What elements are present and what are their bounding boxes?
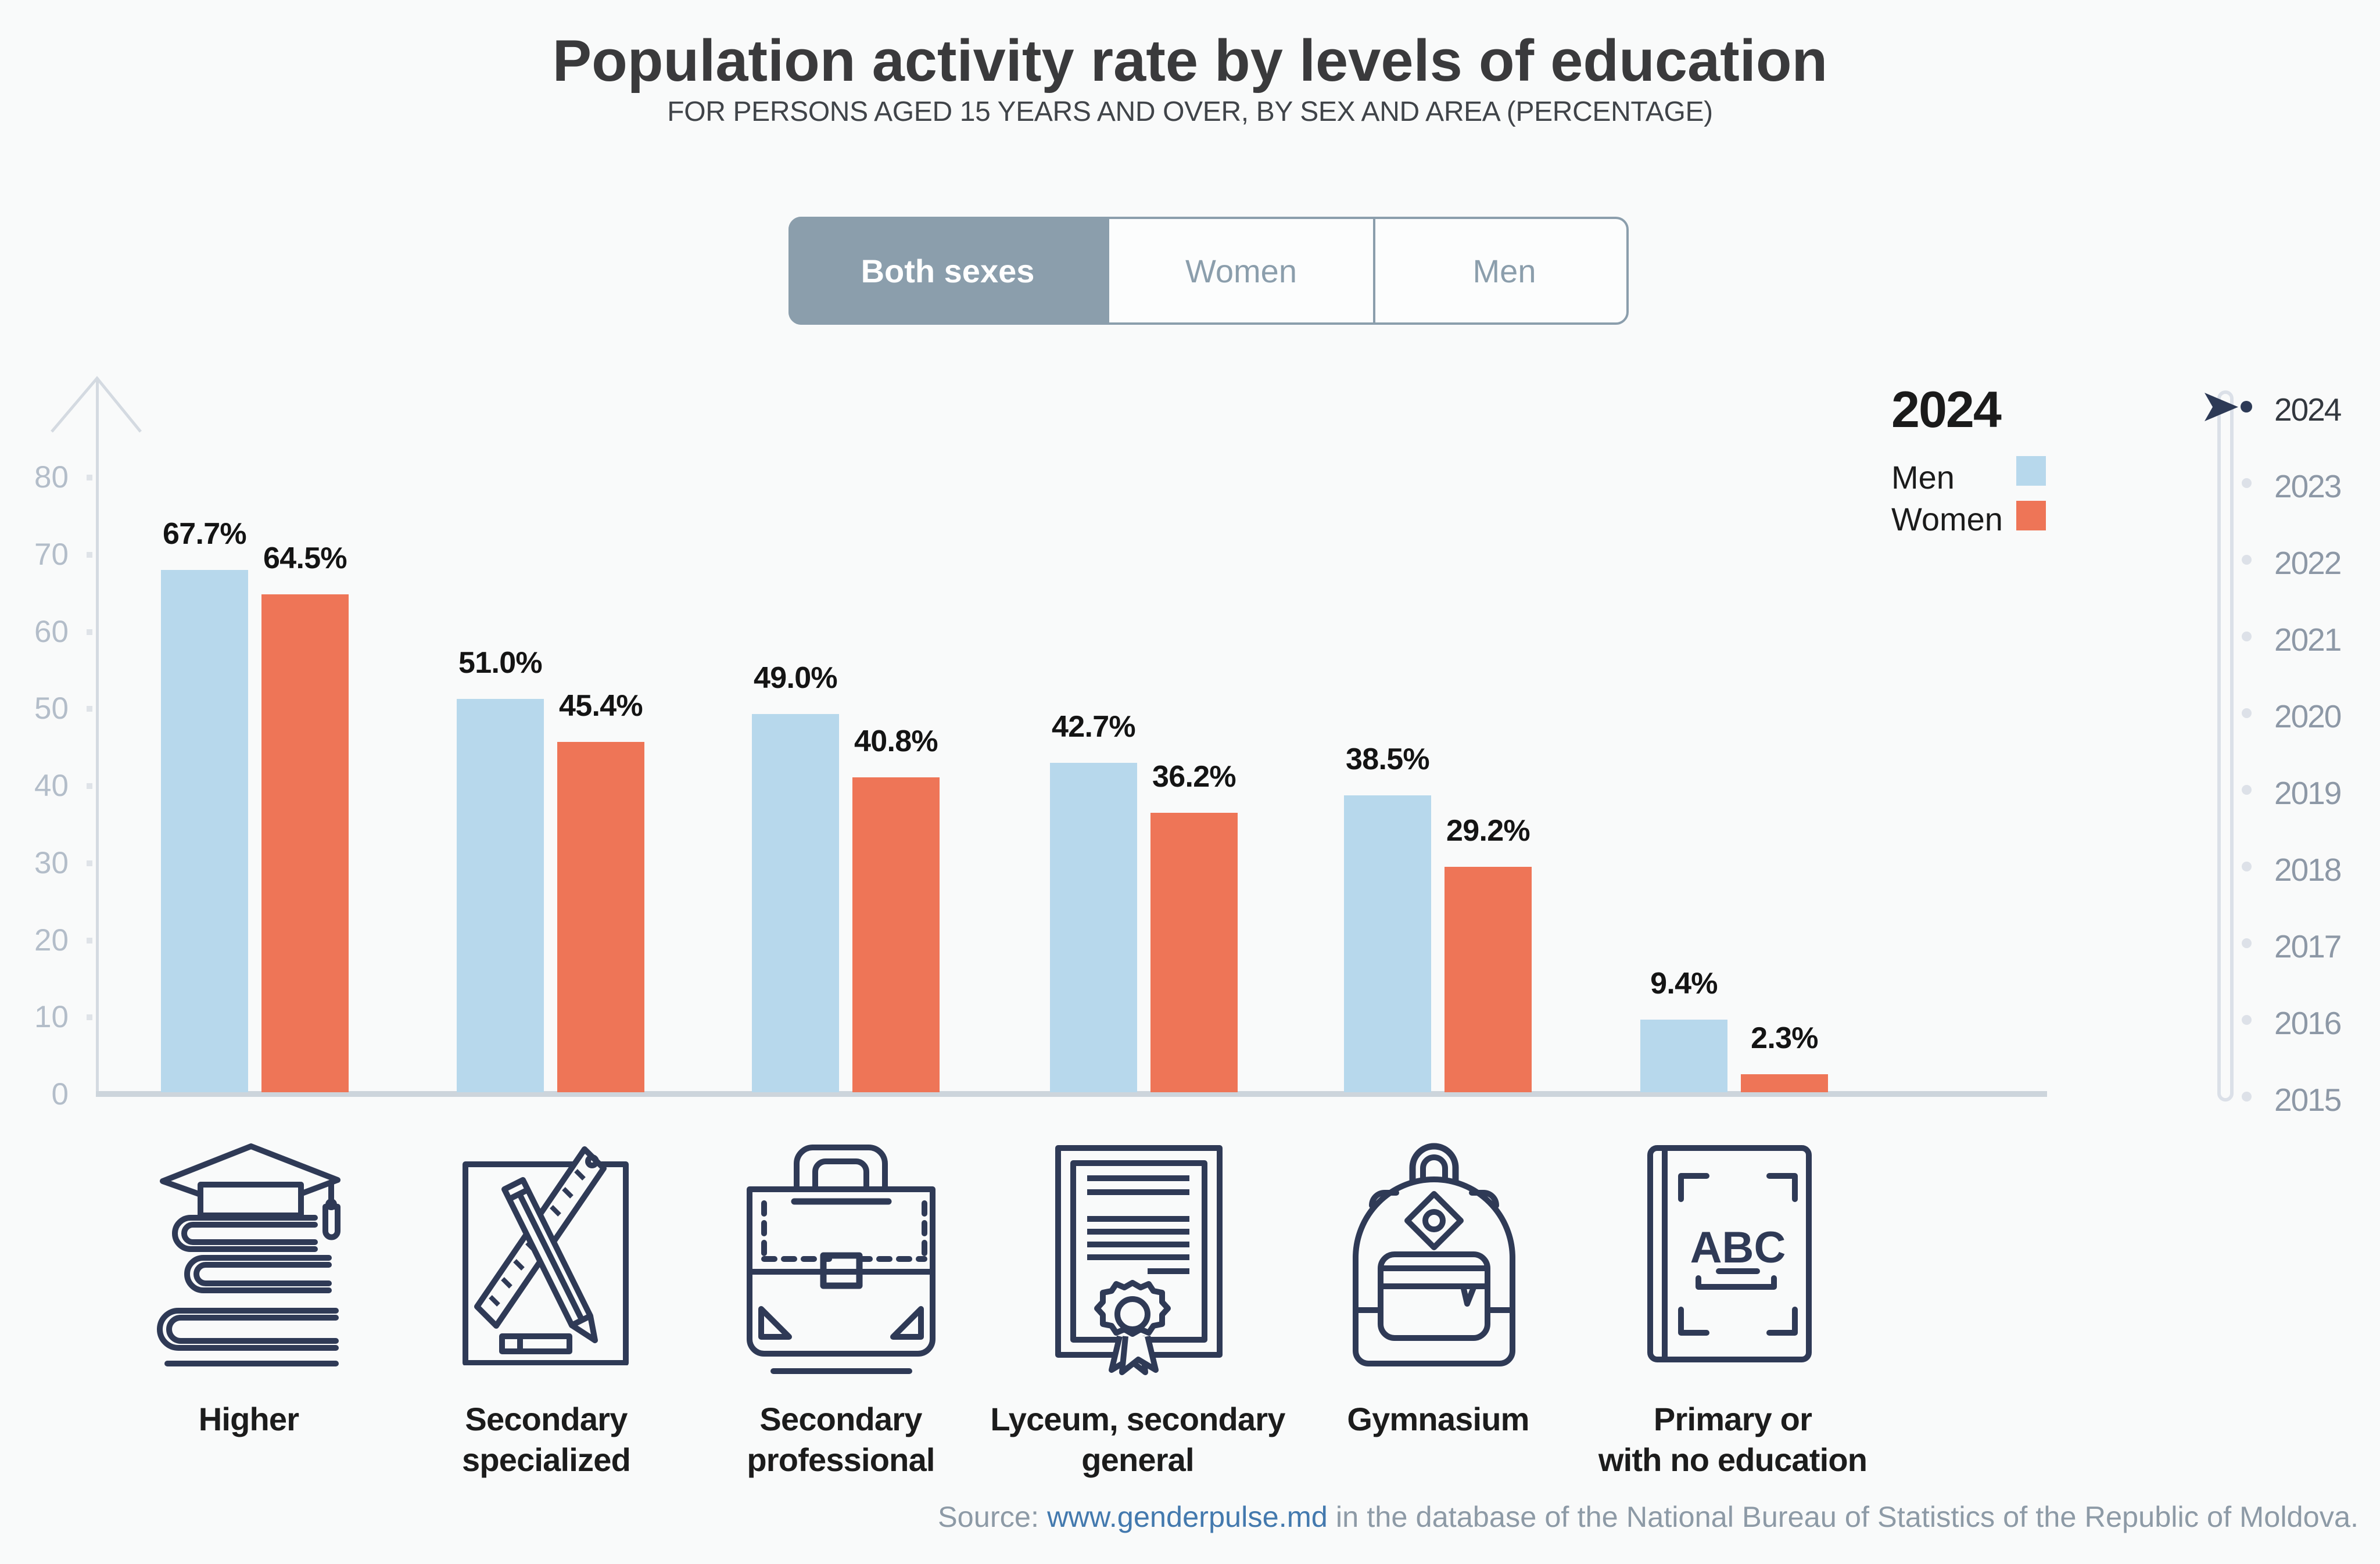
svg-text:ABC: ABC [1690,1223,1786,1272]
